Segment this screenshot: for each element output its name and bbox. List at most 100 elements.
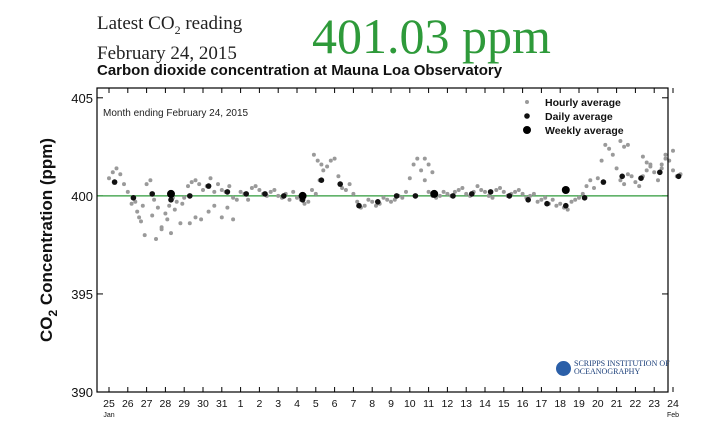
daily-averagepoint: [619, 173, 625, 180]
hourly-averagepoint: [625, 142, 630, 147]
data-layer: [97, 139, 683, 241]
daily-averagepoint: [581, 195, 588, 201]
annotation-text: Month ending February 24, 2015: [103, 108, 249, 119]
daily-averagepoint: [375, 199, 381, 205]
x-tick-label: 26: [122, 398, 134, 410]
hourly-averagepoint: [392, 197, 397, 202]
daily-averagepoint: [657, 169, 663, 176]
daily-averagepoint: [600, 179, 607, 185]
hourly-averagepoint: [381, 195, 386, 200]
hourly-averagepoint: [295, 195, 299, 200]
hourly-averagepoint: [640, 154, 645, 159]
legend-marker: [524, 113, 530, 119]
x-tick-label: 15: [498, 398, 510, 410]
hourly-averagepoint: [150, 213, 155, 218]
hourly-averagepoint: [201, 188, 205, 192]
hourly-averagepoint: [528, 193, 533, 198]
hourly-averagepoint: [531, 191, 536, 196]
hourly-averagepoint: [577, 195, 581, 200]
x-tick-label: 25: [103, 398, 115, 410]
hourly-averagepoint: [142, 233, 147, 238]
hourly-averagepoint: [584, 184, 589, 189]
hourly-averagepoint: [652, 170, 657, 175]
hourly-averagepoint: [172, 207, 177, 212]
hourly-averagepoint: [385, 197, 390, 202]
hourly-averagepoint: [306, 199, 311, 204]
hourly-averagepoint: [310, 188, 314, 192]
hourly-averagepoint: [140, 203, 145, 208]
x-tick-label: 8: [369, 398, 375, 410]
x-tick-label: 24: [667, 398, 679, 410]
hourly-averagepoint: [216, 182, 220, 187]
x-tick-label: 17: [536, 398, 548, 410]
hourly-averagepoint: [415, 156, 420, 161]
legend-label: Hourly average: [545, 97, 621, 109]
hourly-averagepoint: [407, 176, 412, 181]
hourly-averagepoint: [193, 178, 198, 183]
hourly-averagepoint: [422, 156, 427, 161]
hourly-averagepoint: [315, 158, 320, 163]
hourly-averagepoint: [599, 158, 604, 163]
y-axis-label-sub: 2: [46, 310, 60, 317]
hourly-averagepoint: [219, 215, 224, 220]
hourly-averagepoint: [332, 156, 337, 161]
hourly-averagepoint: [163, 211, 168, 216]
legend-marker: [525, 100, 529, 104]
hourly-averagepoint: [370, 199, 375, 204]
legend-label: Daily average: [545, 111, 613, 123]
hourly-averagepoint: [558, 201, 563, 206]
daily-averagepoint: [224, 189, 231, 195]
chart-title: Carbon dioxide concentration at Mauna Lo…: [97, 62, 503, 79]
hourly-averagepoint: [118, 172, 123, 177]
hourly-averagepoint: [659, 166, 664, 171]
hourly-averagepoint: [490, 195, 495, 200]
logo-line-1: SCRIPPS INSTITUTION OF: [574, 359, 670, 368]
hourly-averagepoint: [603, 142, 608, 147]
daily-averagepoint: [487, 189, 494, 195]
x-tick-label: 4: [294, 398, 300, 410]
hourly-averagepoint: [167, 203, 172, 208]
hourly-averagepoint: [311, 152, 316, 157]
hourly-averagepoint: [366, 197, 371, 202]
hourly-averagepoint: [180, 201, 185, 206]
daily-averagepoint: [111, 179, 118, 185]
x-tick-label: 3: [275, 398, 281, 410]
x-tick-label: 9: [388, 398, 394, 410]
daily-averagepoint: [262, 191, 268, 197]
daily-averagepoint: [544, 200, 550, 207]
hourly-averagepoint: [625, 172, 630, 177]
hourly-averagepoint: [219, 188, 224, 192]
latest-reading-label: Latest CO2 reading February 24, 2015: [97, 12, 242, 66]
hourly-averagepoint: [656, 178, 660, 183]
x-tick-label: 10: [404, 398, 416, 410]
hourly-averagepoint: [197, 182, 202, 187]
y-tick-label: 395: [71, 287, 93, 302]
hourly-averagepoint: [648, 162, 653, 167]
daily-averagepoint: [506, 193, 513, 199]
hourly-averagepoint: [460, 186, 465, 190]
logo-mark-icon: [556, 360, 571, 376]
hourly-averagepoint: [663, 156, 668, 161]
daily-averagepoint: [675, 173, 682, 180]
hourly-averagepoint: [494, 188, 499, 192]
y-axis-label-rest: Concentration (ppm): [37, 138, 56, 310]
hourly-averagepoint: [110, 170, 115, 175]
x-tick-label: 23: [648, 398, 660, 410]
hourly-averagepoint: [588, 178, 593, 183]
daily-averagepoint: [130, 195, 137, 201]
hourly-averagepoint: [246, 197, 251, 202]
hourly-averagepoint: [573, 197, 578, 202]
x-tick-label: 30: [197, 398, 209, 410]
hourly-averagepoint: [325, 164, 330, 169]
hourly-averagepoint: [249, 186, 254, 190]
hourly-averagepoint: [501, 189, 506, 194]
hourly-averagepoint: [614, 166, 619, 171]
x-tick-label: 6: [332, 398, 338, 410]
x-tick-label: 19: [573, 398, 585, 410]
hourly-averagepoint: [313, 191, 318, 196]
daily-averagepoint: [393, 193, 400, 199]
hourly-averagepoint: [159, 227, 164, 232]
daily-averagepoint: [318, 177, 325, 183]
hourly-averagepoint: [426, 162, 431, 167]
